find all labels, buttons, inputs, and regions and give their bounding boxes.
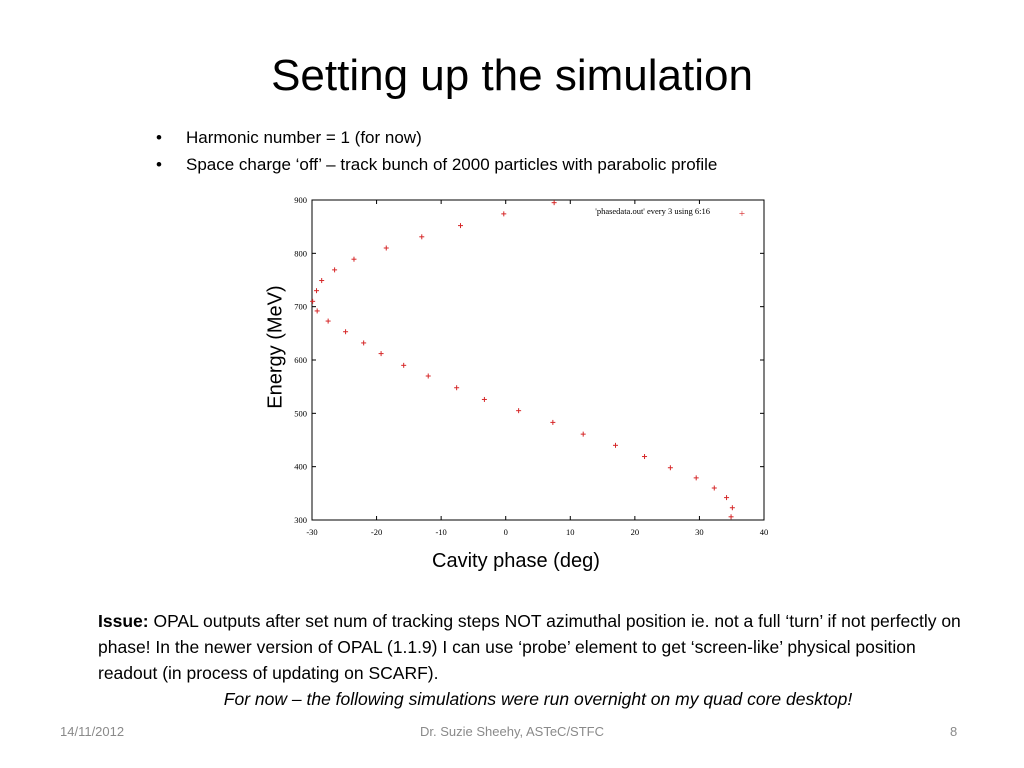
plot-frame — [311, 199, 765, 521]
data-point — [401, 362, 407, 368]
legend-marker: + — [739, 208, 745, 220]
data-point — [310, 298, 316, 304]
data-point — [319, 278, 325, 284]
bullet-list: • Harmonic number = 1 (for now) • Space ch… — [150, 124, 717, 178]
footer-page-number: 8 — [950, 724, 958, 739]
footer-date: 14/11/2012 — [60, 724, 125, 739]
data-point — [550, 419, 556, 425]
data-point — [378, 351, 384, 357]
data-point — [351, 256, 357, 262]
data-point — [419, 234, 425, 240]
issue-text: OPAL outputs after set num of tracking s… — [98, 611, 961, 683]
data-point — [551, 200, 557, 206]
x-tick-label: 40 — [760, 527, 769, 537]
data-point — [693, 475, 699, 481]
issue-label: Issue: — [98, 611, 149, 631]
y-tick-label: 500 — [294, 408, 307, 418]
y-tick-label: 800 — [294, 248, 307, 258]
y-tick-label: 400 — [294, 462, 307, 472]
y-tick-label: 700 — [294, 302, 307, 312]
y-tick-label: 900 — [294, 195, 307, 205]
data-point — [325, 318, 331, 324]
issue-paragraph: Issue: OPAL outputs after set num of tra… — [98, 608, 978, 712]
y-axis-label: Energy (MeV) — [264, 285, 287, 409]
y-tick-label: 600 — [294, 355, 307, 365]
data-point — [314, 288, 320, 294]
x-tick-label: 0 — [504, 527, 508, 537]
x-tick-label: 20 — [631, 527, 640, 537]
data-point — [501, 211, 507, 217]
energy-phase-scatter-plot: -30 -20 -10 0 10 20 30 40 300 400 500 600 700 800 900… — [294, 195, 768, 537]
x-tick-label: -30 — [306, 527, 317, 537]
data-point — [580, 431, 586, 437]
y-axis-ticks: 300 400 500 600 700 800 900 — [294, 195, 764, 525]
data-point — [729, 505, 735, 511]
data-point — [425, 373, 431, 379]
y-tick-label: 300 — [294, 515, 307, 525]
x-axis-label: Cavity phase (deg) — [432, 550, 600, 572]
data-point — [343, 329, 349, 335]
issue-note: For now – the following simulations were… — [223, 689, 853, 709]
bullet-icon: • — [156, 128, 162, 147]
bullet-text: Space charge ‘off’ – track bunch of 2000… — [186, 155, 718, 174]
footer-author: Dr. Suzie Sheehy, ASTeC/STFC — [420, 724, 604, 739]
data-point — [314, 308, 320, 314]
data-point — [458, 223, 464, 229]
bullet-icon: • — [156, 155, 162, 174]
data-point — [612, 442, 618, 448]
legend: 'phasedata.out' every 3 using 6:16 + — [595, 206, 745, 220]
y-axis-label-wrap: Energy (MeV) — [252, 232, 300, 462]
legend-label: 'phasedata.out' every 3 using 6:16 — [595, 206, 710, 216]
data-point — [728, 514, 734, 520]
data-point — [516, 408, 522, 414]
slide-title: Setting up the simulation — [271, 51, 753, 100]
data-point — [361, 340, 367, 346]
x-axis-ticks: -30 -20 -10 0 10 20 30 40 — [306, 200, 768, 537]
x-tick-label: 30 — [695, 527, 704, 537]
data-point — [481, 396, 487, 402]
x-tick-label: 10 — [566, 527, 575, 537]
data-point — [711, 485, 717, 491]
x-tick-label: -10 — [435, 527, 446, 537]
bullet-item: • Space charge ‘off’ – track bunch of 200… — [150, 151, 717, 178]
data-point — [383, 245, 389, 251]
data-point — [332, 267, 338, 273]
data-point — [454, 385, 460, 391]
bullet-text: Harmonic number = 1 (for now) — [186, 128, 422, 147]
data-point — [667, 465, 673, 471]
data-points — [310, 200, 735, 520]
x-tick-label: -20 — [371, 527, 382, 537]
data-point — [724, 495, 730, 501]
bullet-item: • Harmonic number = 1 (for now) — [150, 124, 717, 151]
data-point — [642, 454, 648, 460]
